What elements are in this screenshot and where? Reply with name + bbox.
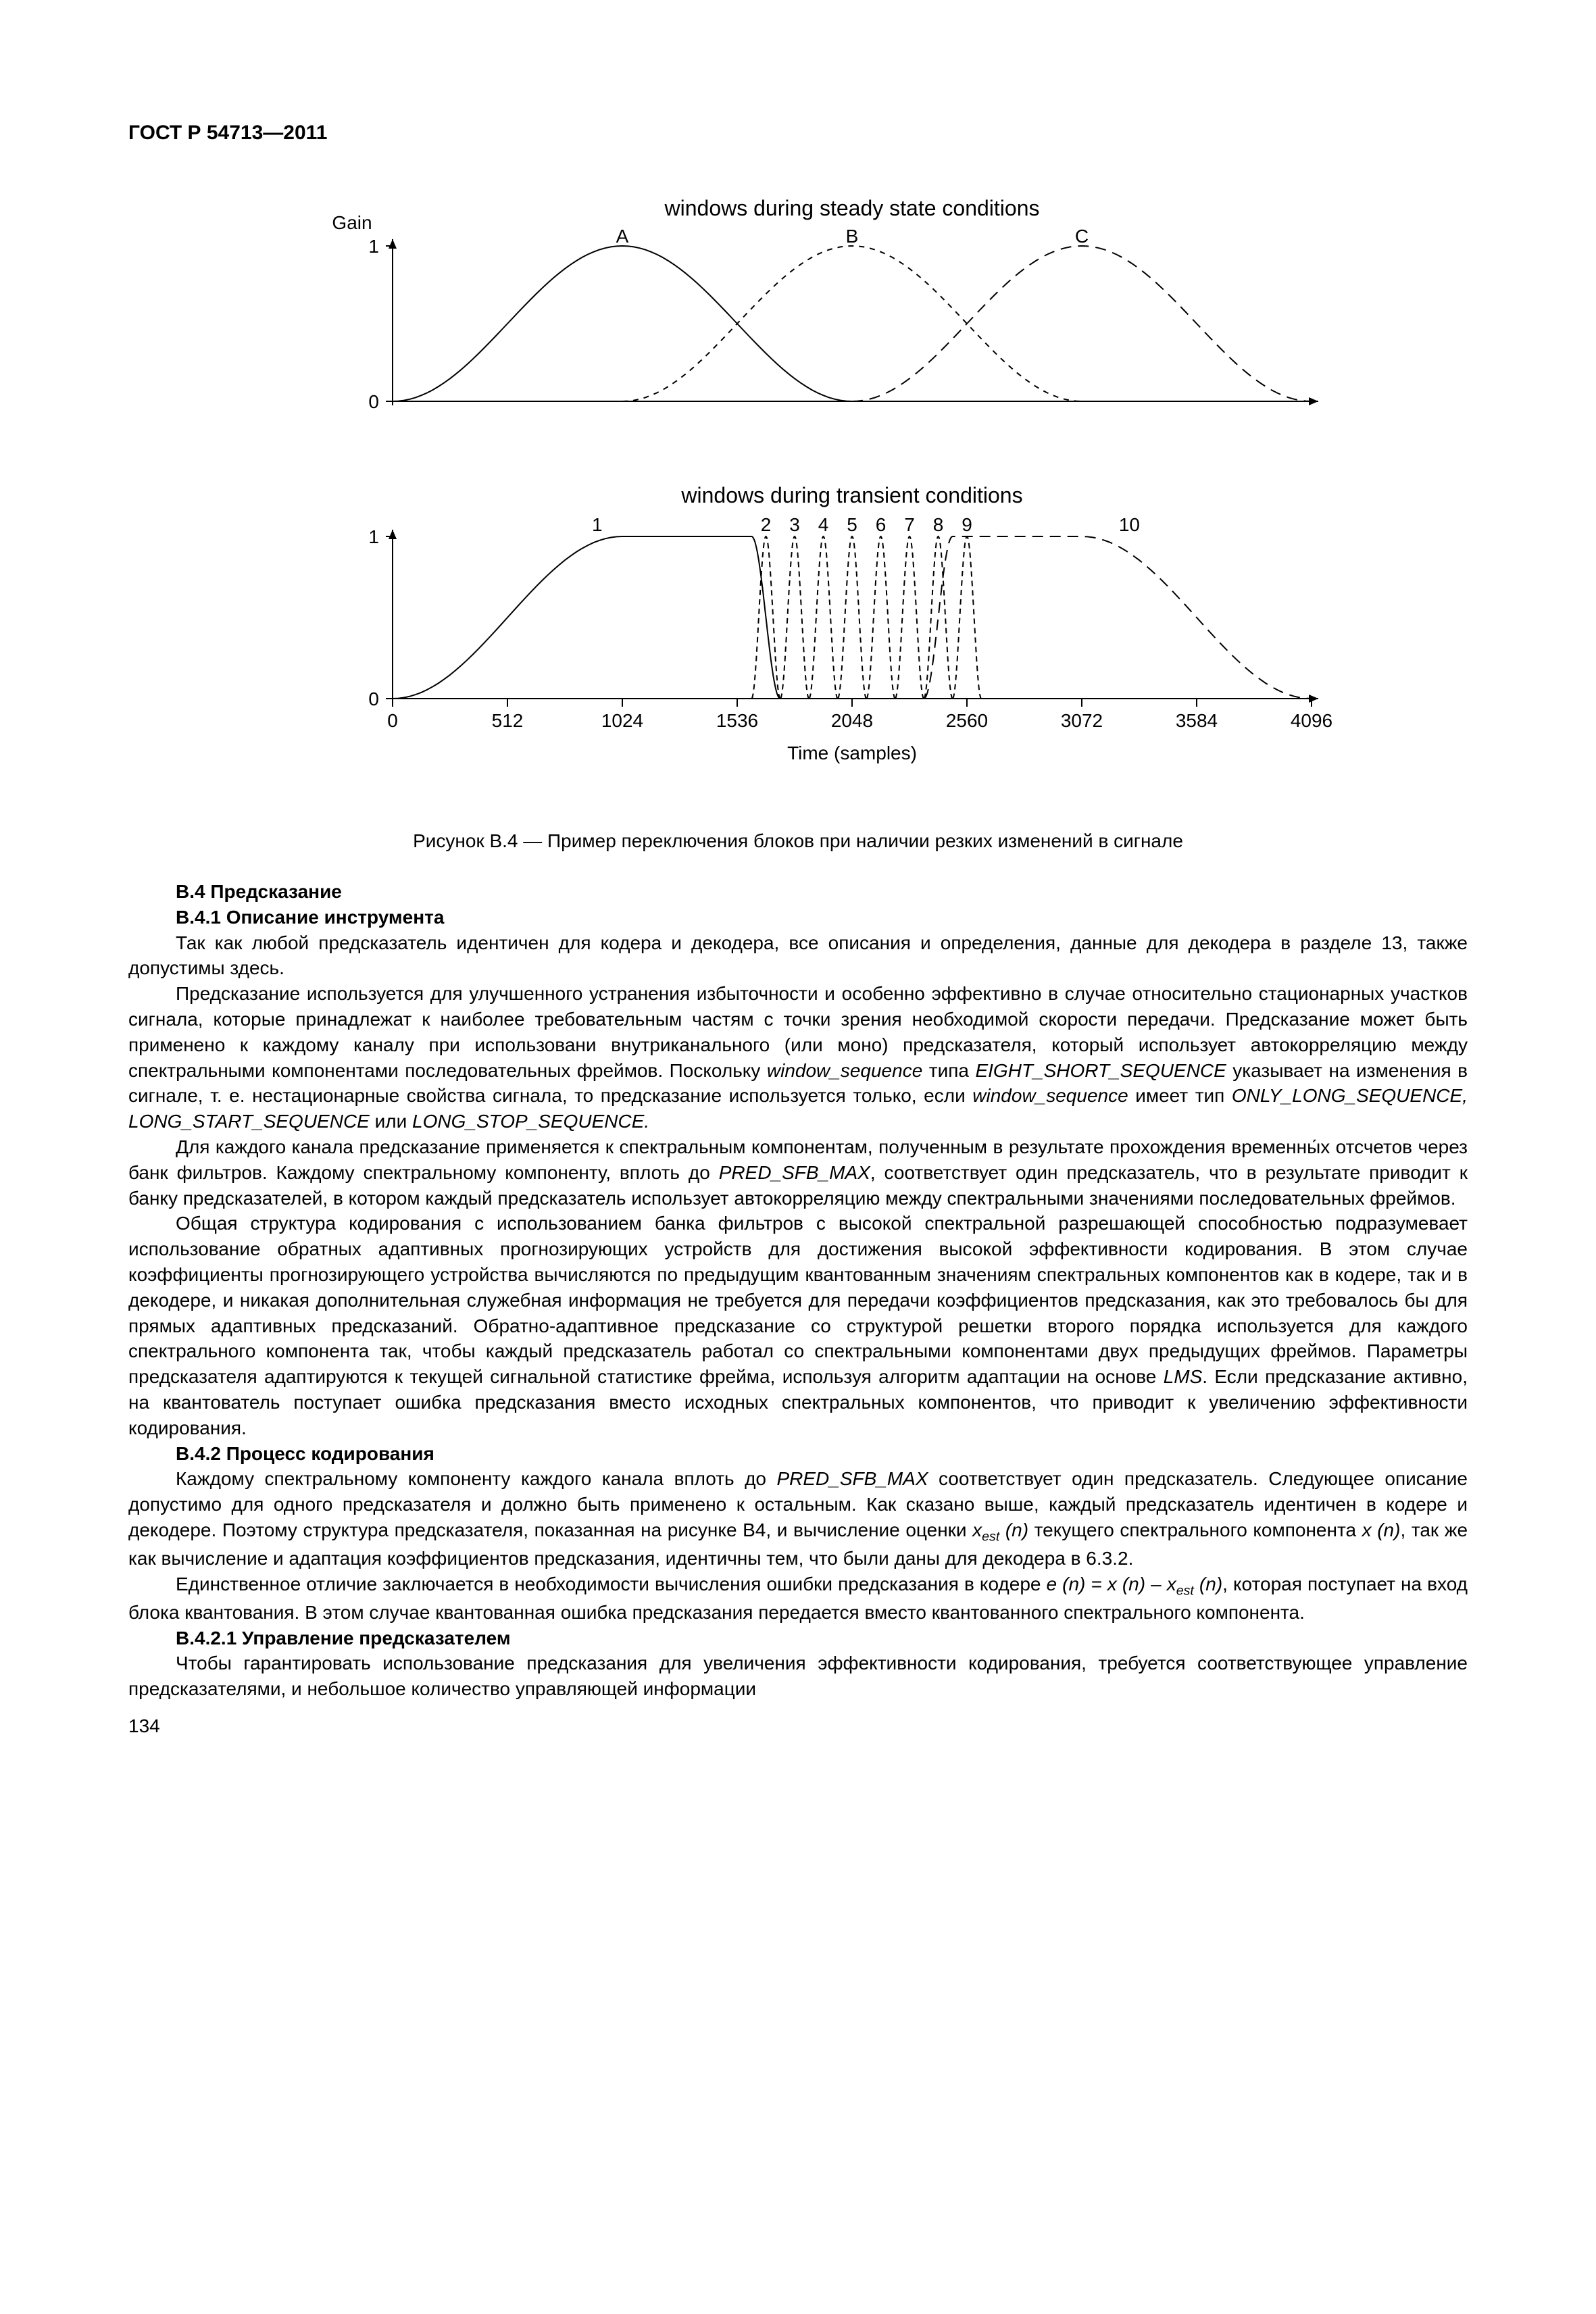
svg-text:4096: 4096 [1291,710,1332,731]
svg-text:1: 1 [368,526,379,547]
body-text: В.4 Предсказание В.4.1 Описание инструме… [128,879,1468,1702]
heading-b421: В.4.2.1 Управление предсказателем [128,1626,1468,1651]
para-7: Чтобы гарантировать использование предск… [128,1651,1468,1702]
svg-text:windows during steady state co: windows during steady state conditions [664,196,1040,220]
svg-text:A: A [616,226,629,247]
svg-text:3584: 3584 [1176,710,1218,731]
svg-text:6: 6 [876,514,887,535]
heading-b41: В.4.1 Описание инструмента [128,905,1468,930]
svg-text:0: 0 [368,391,379,412]
svg-text:7: 7 [904,514,915,535]
para-1: Так как любой предсказатель идентичен дл… [128,930,1468,982]
svg-text:0: 0 [387,710,398,731]
svg-text:1: 1 [592,514,603,535]
svg-text:5: 5 [847,514,857,535]
svg-text:Time (samples): Time (samples) [787,743,917,763]
para-3: Для каждого канала предсказание применяе… [128,1134,1468,1211]
svg-text:1024: 1024 [601,710,643,731]
figure-b4: 0 1 Gain windows during steady state condit… [257,185,1339,810]
svg-text:2048: 2048 [831,710,873,731]
doc-header: ГОСТ Р 54713—2011 [128,122,1468,145]
svg-text:B: B [846,226,859,247]
svg-text:9: 9 [962,514,972,535]
svg-text:2560: 2560 [946,710,988,731]
svg-text:10: 10 [1119,514,1140,535]
svg-text:2: 2 [761,514,772,535]
figure-svg: 0 1 Gain windows during steady state condit… [257,185,1339,807]
svg-text:3072: 3072 [1061,710,1103,731]
svg-text:1536: 1536 [716,710,758,731]
svg-text:4: 4 [818,514,829,535]
svg-text:512: 512 [492,710,524,731]
para-6: Единственное отличие заключается в необх… [128,1571,1468,1626]
svg-text:0: 0 [368,688,379,709]
svg-text:Gain: Gain [332,212,372,233]
heading-b42: В.4.2 Процесс кодирования [128,1441,1468,1467]
para-4: Общая структура кодирования с использова… [128,1211,1468,1440]
svg-text:3: 3 [789,514,800,535]
page-number: 134 [128,1715,1468,1737]
para-5: Каждому спектральному компоненту каждого… [128,1466,1468,1571]
svg-text:8: 8 [933,514,944,535]
svg-text:1: 1 [368,236,379,257]
svg-text:windows during transient condi: windows during transient conditions [680,483,1022,507]
heading-b4: В.4 Предсказание [128,879,1468,905]
figure-caption: Рисунок В.4 — Пример переключения блоков… [128,830,1468,852]
svg-text:C: C [1075,226,1089,247]
para-2: Предсказание используется для улучшенног… [128,981,1468,1134]
